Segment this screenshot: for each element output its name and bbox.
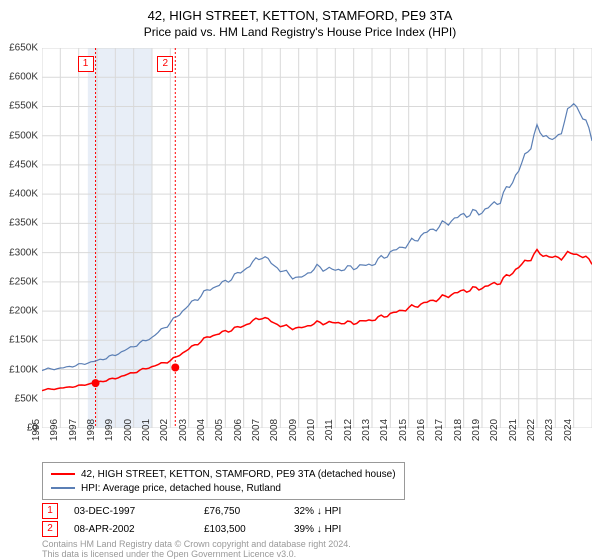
legend-label: HPI: Average price, detached house, Rutl… [81,483,281,494]
y-tick-label: £250K [9,276,38,287]
x-tick-label: 2003 [178,419,189,441]
sale-row: 2 08-APR-2002 £103,500 39% ↓ HPI [42,520,384,538]
sale-marker-box: 1 [42,503,58,519]
sale-date: 08-APR-2002 [74,524,204,535]
y-tick-label: £450K [9,159,38,170]
x-tick-label: 2002 [159,419,170,441]
y-tick-label: £50K [15,393,38,404]
x-tick-label: 2007 [251,419,262,441]
x-tick-label: 2015 [398,419,409,441]
y-tick-label: £650K [9,43,38,54]
x-tick-label: 2018 [453,419,464,441]
sale-delta: 32% ↓ HPI [294,506,384,517]
sale-marker-flag: 1 [78,56,94,72]
sale-marker-box: 2 [42,521,58,537]
chart-container: 42, HIGH STREET, KETTON, STAMFORD, PE9 3… [0,0,600,560]
x-tick-label: 2000 [123,419,134,441]
x-tick-label: 2006 [233,419,244,441]
sale-price: £76,750 [204,506,294,517]
y-tick-label: £400K [9,189,38,200]
x-tick-label: 1997 [68,419,79,441]
y-tick-label: £600K [9,72,38,83]
x-tick-label: 2020 [489,419,500,441]
x-tick-label: 2005 [214,419,225,441]
y-tick-label: £300K [9,247,38,258]
x-tick-label: 2019 [471,419,482,441]
legend-swatch [51,487,75,489]
x-tick-label: 2014 [379,419,390,441]
x-tick-label: 2011 [325,419,336,441]
sale-row: 1 03-DEC-1997 £76,750 32% ↓ HPI [42,502,384,520]
y-tick-label: £550K [9,101,38,112]
footer: Contains HM Land Registry data © Crown c… [42,540,351,560]
sale-marker-flag: 2 [157,56,173,72]
legend-item: 42, HIGH STREET, KETTON, STAMFORD, PE9 3… [51,467,396,481]
x-tick-label: 2022 [526,419,537,441]
x-tick-label: 2017 [434,419,445,441]
legend-item: HPI: Average price, detached house, Rutl… [51,481,396,495]
y-tick-label: £350K [9,218,38,229]
x-tick-label: 1998 [86,419,97,441]
sale-delta: 39% ↓ HPI [294,524,384,535]
x-tick-label: 2021 [508,419,519,441]
page-subtitle: Price paid vs. HM Land Registry's House … [0,23,600,45]
x-tick-label: 2004 [196,419,207,441]
x-tick-label: 1999 [104,419,115,441]
sale-price: £103,500 [204,524,294,535]
x-tick-label: 2001 [141,419,152,441]
x-tick-label: 1995 [31,419,42,441]
x-tick-label: 1996 [49,419,60,441]
x-tick-label: 2023 [544,419,555,441]
footer-line: This data is licensed under the Open Gov… [42,550,351,560]
sales-table: 1 03-DEC-1997 £76,750 32% ↓ HPI 2 08-APR… [42,502,384,538]
y-tick-label: £150K [9,335,38,346]
x-tick-label: 2012 [343,419,354,441]
page-title: 42, HIGH STREET, KETTON, STAMFORD, PE9 3… [0,0,600,23]
x-tick-label: 2009 [288,419,299,441]
x-tick-label: 2008 [269,419,280,441]
line-chart [42,48,592,428]
x-tick-label: 2024 [563,419,574,441]
sale-date: 03-DEC-1997 [74,506,204,517]
x-tick-label: 2013 [361,419,372,441]
legend-swatch [51,473,75,475]
y-tick-label: £200K [9,306,38,317]
y-tick-label: £100K [9,364,38,375]
x-tick-label: 2016 [416,419,427,441]
legend: 42, HIGH STREET, KETTON, STAMFORD, PE9 3… [42,462,405,500]
chart-area: £0£50K£100K£150K£200K£250K£300K£350K£400… [42,48,592,428]
legend-label: 42, HIGH STREET, KETTON, STAMFORD, PE9 3… [81,469,396,480]
x-tick-label: 2010 [306,419,317,441]
y-tick-label: £500K [9,130,38,141]
